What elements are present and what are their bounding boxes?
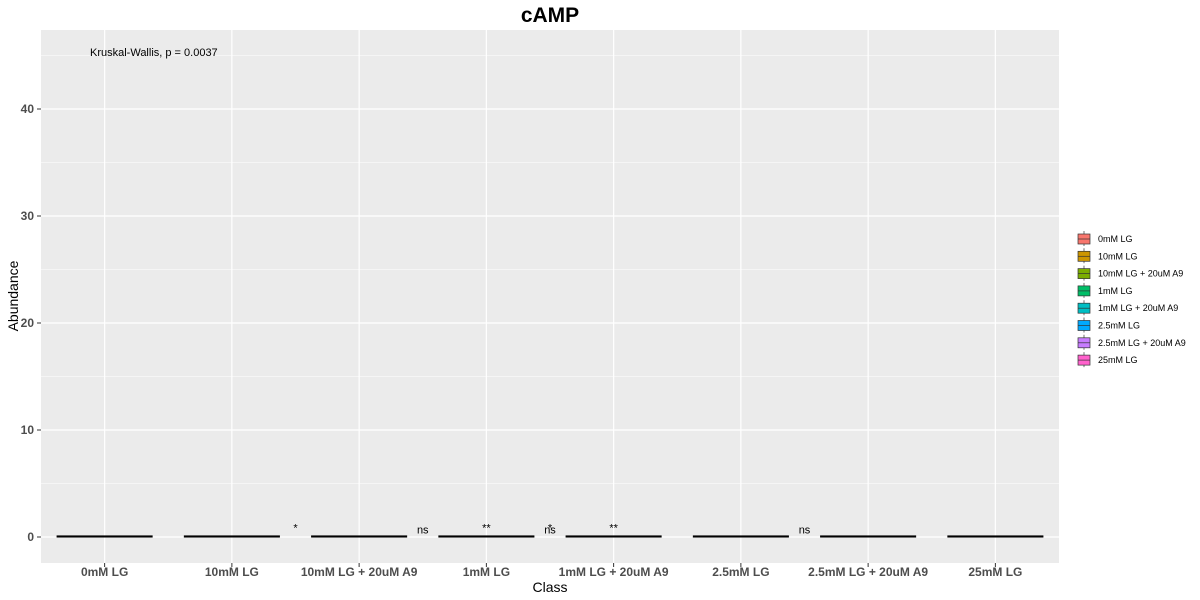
x-tick-label: 10mM LG + 20uM A9 bbox=[301, 565, 418, 579]
x-tick-label: 2.5mM LG bbox=[712, 565, 769, 579]
x-tick-label: 10mM LG bbox=[205, 565, 259, 579]
x-tick-label: 1mM LG + 20uM A9 bbox=[559, 565, 669, 579]
legend-label: 0mM LG bbox=[1098, 234, 1133, 244]
annotations: Kruskal-Wallis, p = 0.0037* ns ** ns* ** ns bbox=[90, 47, 811, 537]
legend-label: 1mM LG bbox=[1098, 286, 1133, 296]
significance-label: ns bbox=[799, 525, 811, 537]
x-axis-title: Class bbox=[532, 579, 567, 595]
legend-label: 25mM LG bbox=[1098, 355, 1138, 365]
significance-label: ** bbox=[482, 522, 491, 534]
significance-label: * bbox=[548, 522, 553, 534]
legend-label: 1mM LG + 20uM A9 bbox=[1098, 303, 1178, 313]
y-tick-label: 10 bbox=[21, 423, 35, 437]
chart-title: cAMP bbox=[521, 4, 579, 27]
y-tick-label: 40 bbox=[21, 102, 35, 116]
significance-label: ns bbox=[544, 525, 556, 537]
y-axis: 0 10 20 30 40 bbox=[21, 102, 41, 544]
x-tick-label: 25mM LG bbox=[968, 565, 1022, 579]
y-tick-label: 30 bbox=[21, 209, 35, 223]
plot-panel bbox=[41, 30, 1059, 563]
x-tick-label: 0mM LG bbox=[81, 565, 128, 579]
y-axis-title: Abundance bbox=[5, 260, 21, 331]
y-tick-label: 20 bbox=[21, 316, 35, 330]
y-tick-label: 0 bbox=[27, 530, 34, 544]
legend-label: 2.5mM LG bbox=[1098, 321, 1140, 331]
significance-label: * bbox=[293, 522, 298, 534]
significance-label: ** bbox=[609, 522, 618, 534]
legend-label: 10mM LG + 20uM A9 bbox=[1098, 269, 1183, 279]
x-tick-label: 2.5mM LG + 20uM A9 bbox=[808, 565, 928, 579]
legend: 0mM LG 10mM LG 10mM LG + 20uM A9 1mM LG 1mM … bbox=[1077, 231, 1186, 368]
box-series bbox=[56, 535, 1044, 538]
legend-label: 2.5mM LG + 20uM A9 bbox=[1098, 338, 1186, 348]
significance-label: ns bbox=[417, 525, 429, 537]
legend-label: 10mM LG bbox=[1098, 251, 1138, 261]
x-axis: 0mM LG 10mM LG 10mM LG + 20uM A9 1mM LG 1mM … bbox=[81, 563, 1022, 579]
x-tick-label: 1mM LG bbox=[463, 565, 510, 579]
test-annotation: Kruskal-Wallis, p = 0.0037 bbox=[90, 47, 218, 59]
